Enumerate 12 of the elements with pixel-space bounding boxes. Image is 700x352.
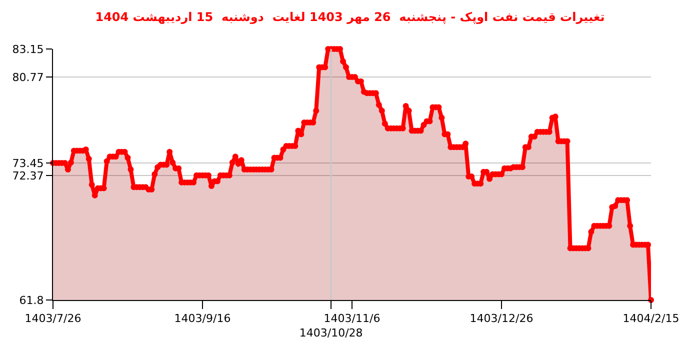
y-tick-label: 73.45 [12, 156, 44, 170]
x-tick-label: 1403/7/26 [24, 312, 82, 326]
x-tick-label: 1404/2/15 [622, 312, 680, 326]
x-tick-label: 1403/11/6 [324, 312, 380, 326]
y-tick-label: 80.77 [12, 70, 44, 84]
chart-title: تغییرات قیمت نفت اوپک - پنجشنبه 26 مهر 1403 لغایت دوشنبه 15 اردیبهشت 1404 [95, 10, 605, 24]
y-tick-label: 83.15 [12, 42, 44, 56]
x-tick-label: 1403/12/26 [470, 312, 534, 326]
x-tick-label: 1403/10/28 [299, 326, 363, 340]
x-tick-label: 1403/9/16 [174, 312, 231, 326]
y-tick-label: 72.37 [12, 170, 44, 183]
y-tick-label: 61.8 [19, 294, 44, 307]
